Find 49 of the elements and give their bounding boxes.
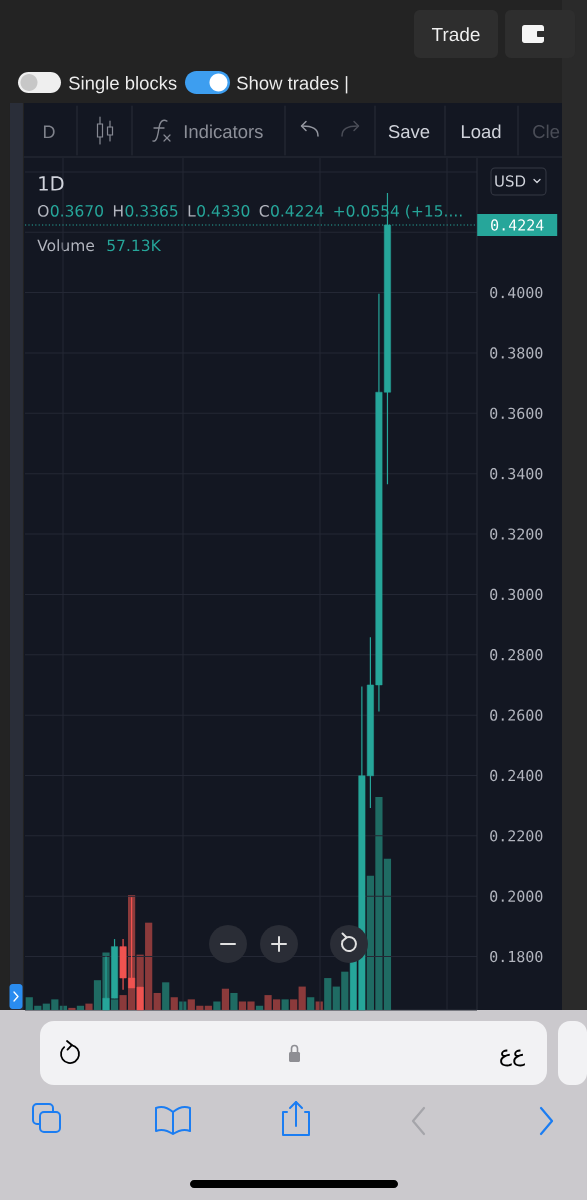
bar	[255, 1005, 264, 1011]
bar	[221, 988, 230, 1011]
bar	[76, 1005, 85, 1011]
y-tick-label: 0.3200	[490, 528, 543, 540]
y-tick-label: 0.2400	[490, 769, 543, 782]
text: عع	[500, 1049, 525, 1067]
y-tick-label: 0.2200	[490, 830, 543, 842]
y-tick-label: 0.3000	[490, 588, 543, 601]
bar	[204, 1005, 212, 1011]
annotation: 0.3365	[125, 205, 178, 217]
y-tick-label: 0.3800	[490, 347, 543, 359]
text: Save	[388, 125, 430, 139]
bar	[85, 1003, 93, 1011]
text: D	[43, 125, 55, 139]
y-tick-label: 0.2600	[490, 709, 543, 721]
annotation: O	[38, 205, 49, 217]
bar	[170, 997, 178, 1011]
y-tick-label: 0.2000	[490, 890, 543, 902]
bar	[153, 992, 161, 1011]
bar	[68, 1007, 76, 1011]
bar	[307, 997, 315, 1011]
y-tick-label: 0.1800	[490, 950, 543, 963]
annotation: L	[188, 205, 196, 217]
annotation: 0.4224	[271, 205, 324, 217]
bar	[281, 999, 289, 1011]
bar	[230, 992, 238, 1011]
ref-line-label: 0.4224	[491, 219, 544, 231]
text: Show trades |	[237, 76, 348, 94]
bar	[290, 999, 298, 1011]
annotation: Volume	[37, 239, 95, 252]
text: Single blocks	[69, 76, 177, 94]
bar	[162, 982, 170, 1011]
bar	[324, 978, 332, 1011]
annotation: C	[259, 205, 269, 217]
text: Indicators	[184, 124, 263, 139]
y-tick-label: 0.3400	[490, 468, 543, 480]
annotation: H	[113, 205, 123, 217]
y-tick-label: 0.3600	[490, 407, 543, 420]
text: Load	[461, 124, 501, 139]
annotation: 57.13K	[107, 239, 162, 252]
y-tick-label: 0.2800	[490, 649, 543, 661]
annotation: 0.4330	[197, 205, 250, 217]
bar	[298, 986, 306, 1011]
bar	[213, 1001, 221, 1011]
y-tick-label: 0.4000	[490, 286, 543, 299]
text: Trade	[431, 27, 480, 42]
text: USD	[495, 175, 526, 187]
text: 1D	[39, 176, 64, 191]
annotation: 0.3670	[50, 205, 103, 217]
